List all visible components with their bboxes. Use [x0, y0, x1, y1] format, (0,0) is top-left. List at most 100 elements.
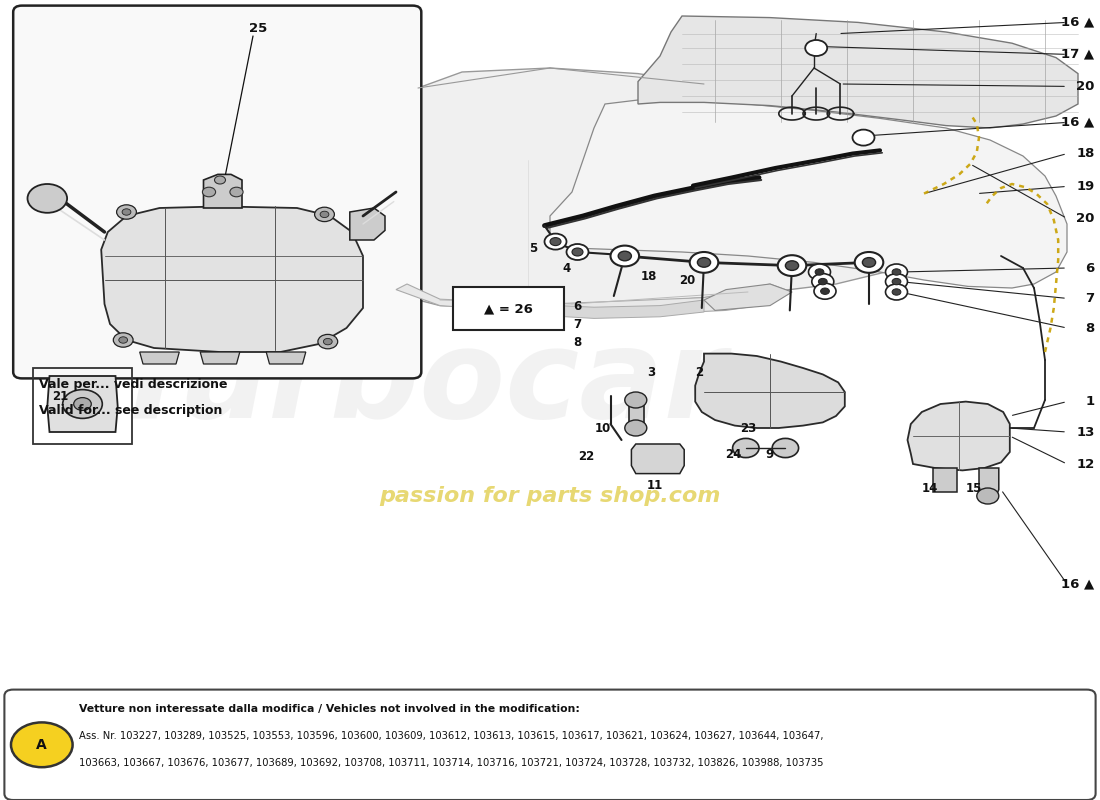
- Text: passion for parts shop.com: passion for parts shop.com: [379, 486, 720, 506]
- Circle shape: [544, 234, 566, 250]
- Circle shape: [821, 288, 829, 294]
- Text: 21: 21: [53, 390, 68, 402]
- Circle shape: [572, 248, 583, 256]
- Polygon shape: [200, 352, 240, 364]
- Text: 14: 14: [922, 482, 937, 494]
- Circle shape: [610, 246, 639, 266]
- Text: 5: 5: [529, 242, 538, 254]
- Polygon shape: [695, 354, 845, 428]
- Text: 25: 25: [250, 22, 267, 34]
- Polygon shape: [629, 400, 644, 428]
- Text: 7: 7: [573, 318, 582, 330]
- Circle shape: [74, 398, 91, 410]
- Bar: [33, 368, 132, 444]
- Text: Ass. Nr. 103227, 103289, 103525, 103553, 103596, 103600, 103609, 103612, 103613,: Ass. Nr. 103227, 103289, 103525, 103553,…: [79, 731, 824, 741]
- Text: 17 ▲: 17 ▲: [1062, 48, 1094, 61]
- Text: 16 ▲: 16 ▲: [1062, 116, 1094, 129]
- FancyBboxPatch shape: [453, 287, 564, 330]
- Circle shape: [892, 269, 901, 275]
- Circle shape: [320, 211, 329, 218]
- Circle shape: [977, 488, 999, 504]
- Circle shape: [733, 438, 759, 458]
- Text: 20: 20: [680, 274, 695, 286]
- Text: 8: 8: [573, 336, 582, 349]
- Text: 16 ▲: 16 ▲: [1062, 16, 1094, 29]
- Circle shape: [63, 390, 102, 418]
- Circle shape: [805, 40, 827, 56]
- Polygon shape: [484, 300, 704, 318]
- Polygon shape: [704, 284, 792, 310]
- Circle shape: [808, 264, 830, 280]
- Circle shape: [862, 258, 876, 267]
- Text: 103663, 103667, 103676, 103677, 103689, 103692, 103708, 103711, 103714, 103716, : 103663, 103667, 103676, 103677, 103689, …: [79, 758, 824, 768]
- Text: 10: 10: [595, 422, 610, 434]
- Text: A: A: [36, 738, 47, 752]
- Text: Valid for... see description: Valid for... see description: [39, 404, 222, 417]
- Text: 20: 20: [1076, 80, 1094, 93]
- Text: 6: 6: [1086, 262, 1094, 274]
- Polygon shape: [550, 100, 1067, 288]
- Text: 3: 3: [647, 366, 656, 379]
- Polygon shape: [638, 16, 1078, 128]
- Circle shape: [119, 337, 128, 343]
- Circle shape: [892, 278, 901, 285]
- Text: 4: 4: [562, 262, 571, 274]
- Circle shape: [28, 184, 67, 213]
- Text: 22: 22: [579, 450, 594, 462]
- Circle shape: [886, 284, 907, 300]
- FancyBboxPatch shape: [4, 690, 1096, 800]
- Circle shape: [886, 264, 907, 280]
- Circle shape: [772, 438, 799, 458]
- Circle shape: [690, 252, 718, 273]
- Circle shape: [318, 334, 338, 349]
- Circle shape: [214, 176, 225, 184]
- Text: 12: 12: [1076, 458, 1094, 470]
- Circle shape: [202, 187, 216, 197]
- Circle shape: [852, 130, 874, 146]
- Polygon shape: [101, 206, 363, 352]
- Polygon shape: [979, 468, 999, 498]
- Circle shape: [855, 252, 883, 273]
- Circle shape: [812, 274, 834, 290]
- Text: 1: 1: [1086, 395, 1094, 408]
- Polygon shape: [908, 402, 1010, 470]
- Circle shape: [778, 255, 806, 276]
- Text: Vale per... vedi descrizione: Vale per... vedi descrizione: [39, 378, 227, 391]
- Text: 11: 11: [647, 479, 662, 492]
- Text: ▲ = 26: ▲ = 26: [484, 302, 534, 315]
- Polygon shape: [140, 352, 179, 364]
- Text: 7: 7: [1086, 292, 1094, 305]
- Polygon shape: [385, 68, 968, 307]
- Circle shape: [892, 289, 901, 295]
- Circle shape: [625, 392, 647, 408]
- Polygon shape: [396, 284, 792, 314]
- Circle shape: [697, 258, 711, 267]
- Text: 13: 13: [1076, 426, 1094, 438]
- Text: 23: 23: [740, 422, 756, 434]
- Circle shape: [122, 209, 131, 215]
- Circle shape: [113, 333, 133, 347]
- Circle shape: [815, 269, 824, 275]
- Text: 6: 6: [573, 300, 582, 313]
- Text: Turbocar: Turbocar: [110, 323, 726, 445]
- Text: 9: 9: [766, 448, 774, 461]
- Text: 8: 8: [1086, 322, 1094, 334]
- FancyBboxPatch shape: [13, 6, 421, 378]
- Circle shape: [550, 238, 561, 246]
- Circle shape: [117, 205, 136, 219]
- Circle shape: [315, 207, 334, 222]
- Polygon shape: [47, 376, 118, 432]
- Text: 18: 18: [641, 270, 657, 282]
- Text: 15: 15: [966, 482, 981, 494]
- Circle shape: [814, 283, 836, 299]
- Circle shape: [566, 244, 588, 260]
- Text: 16 ▲: 16 ▲: [1062, 578, 1094, 590]
- Circle shape: [11, 722, 73, 767]
- Polygon shape: [266, 352, 306, 364]
- Text: 20: 20: [1076, 212, 1094, 225]
- Circle shape: [618, 251, 631, 261]
- Circle shape: [818, 278, 827, 285]
- Circle shape: [323, 338, 332, 345]
- Circle shape: [785, 261, 799, 270]
- Text: Vetture non interessate dalla modifica / Vehicles not involved in the modificati: Vetture non interessate dalla modifica /…: [79, 704, 580, 714]
